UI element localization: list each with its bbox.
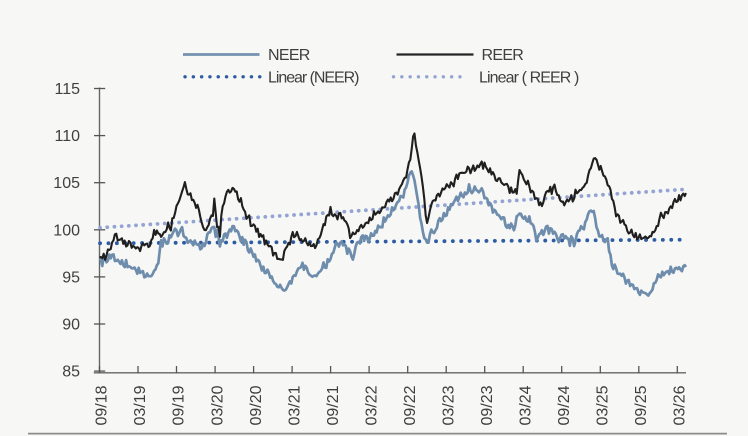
svg-text:REER: REER bbox=[482, 47, 524, 64]
svg-text:03/25: 03/25 bbox=[595, 385, 612, 425]
svg-text:95: 95 bbox=[62, 269, 80, 286]
svg-text:09/22: 09/22 bbox=[402, 385, 419, 425]
svg-text:Linear ( REER ): Linear ( REER ) bbox=[479, 69, 579, 86]
svg-text:110: 110 bbox=[54, 128, 80, 145]
svg-text:09/18: 09/18 bbox=[94, 385, 111, 425]
svg-text:NEER: NEER bbox=[268, 47, 310, 64]
svg-text:Linear (NEER): Linear (NEER) bbox=[268, 69, 359, 86]
svg-text:09/21: 09/21 bbox=[325, 385, 342, 425]
svg-text:09/24: 09/24 bbox=[556, 385, 573, 425]
svg-text:90: 90 bbox=[62, 317, 80, 334]
svg-text:09/25: 09/25 bbox=[633, 385, 650, 425]
svg-text:03/23: 03/23 bbox=[440, 385, 457, 425]
svg-text:03/21: 03/21 bbox=[286, 385, 303, 425]
svg-text:03/19: 03/19 bbox=[132, 385, 149, 425]
svg-text:09/19: 09/19 bbox=[171, 385, 188, 425]
svg-text:115: 115 bbox=[54, 81, 80, 98]
svg-text:85: 85 bbox=[62, 364, 80, 381]
svg-text:03/20: 03/20 bbox=[209, 385, 226, 425]
svg-text:100: 100 bbox=[53, 222, 80, 239]
svg-text:105: 105 bbox=[53, 175, 80, 192]
svg-text:03/22: 03/22 bbox=[363, 385, 380, 425]
svg-text:09/20: 09/20 bbox=[248, 385, 265, 425]
svg-text:03/24: 03/24 bbox=[517, 385, 534, 425]
svg-text:09/23: 09/23 bbox=[479, 385, 496, 425]
svg-text:03/26: 03/26 bbox=[672, 385, 689, 425]
